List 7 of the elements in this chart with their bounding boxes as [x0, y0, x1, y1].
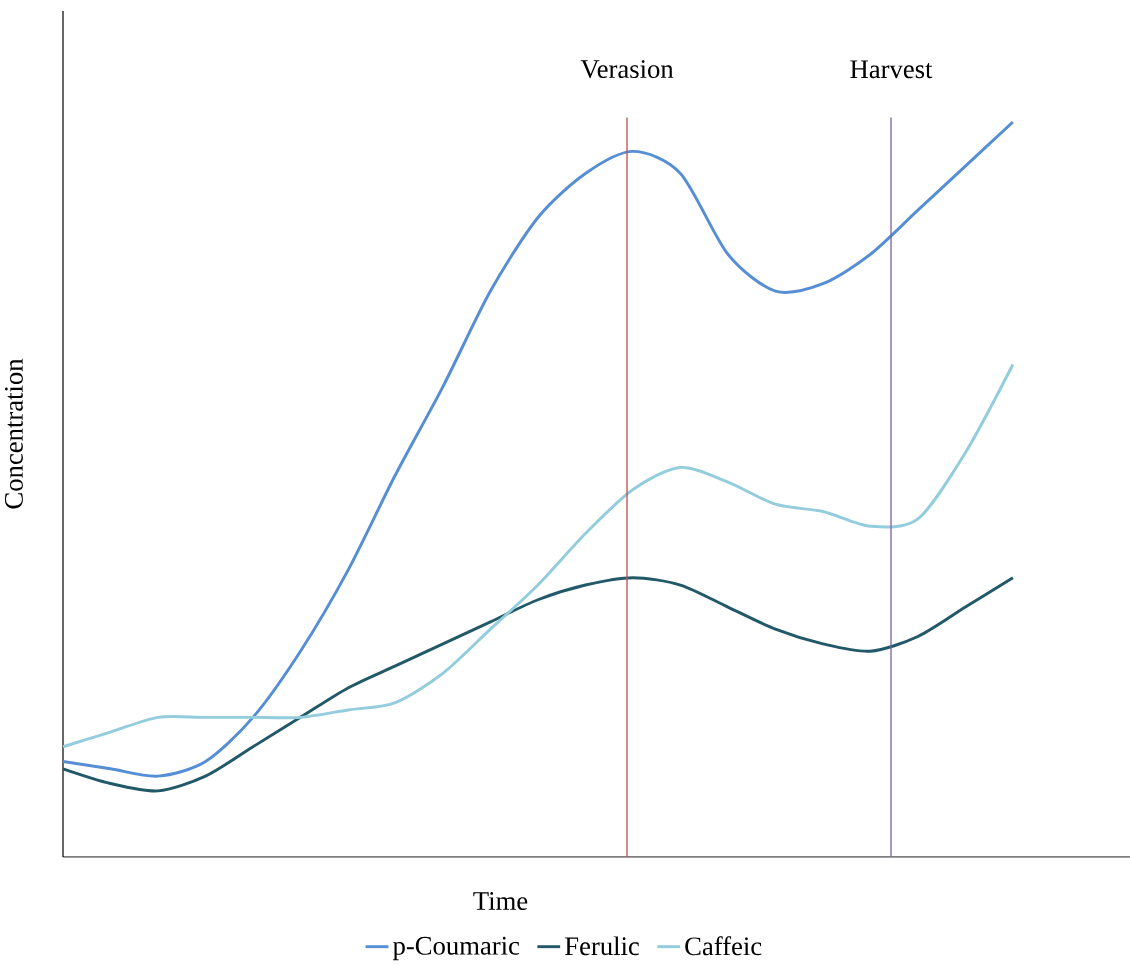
y-axis-title: Concentration — [4, 358, 23, 509]
legend-label: Ferulic — [565, 936, 639, 956]
legend-label: Caffeic — [685, 936, 762, 956]
x-axis-title: Time — [473, 892, 528, 910]
text: Verasion — [580, 60, 674, 79]
legend-label: p-Coumaric — [392, 936, 520, 961]
text: Harvest — [850, 60, 933, 79]
